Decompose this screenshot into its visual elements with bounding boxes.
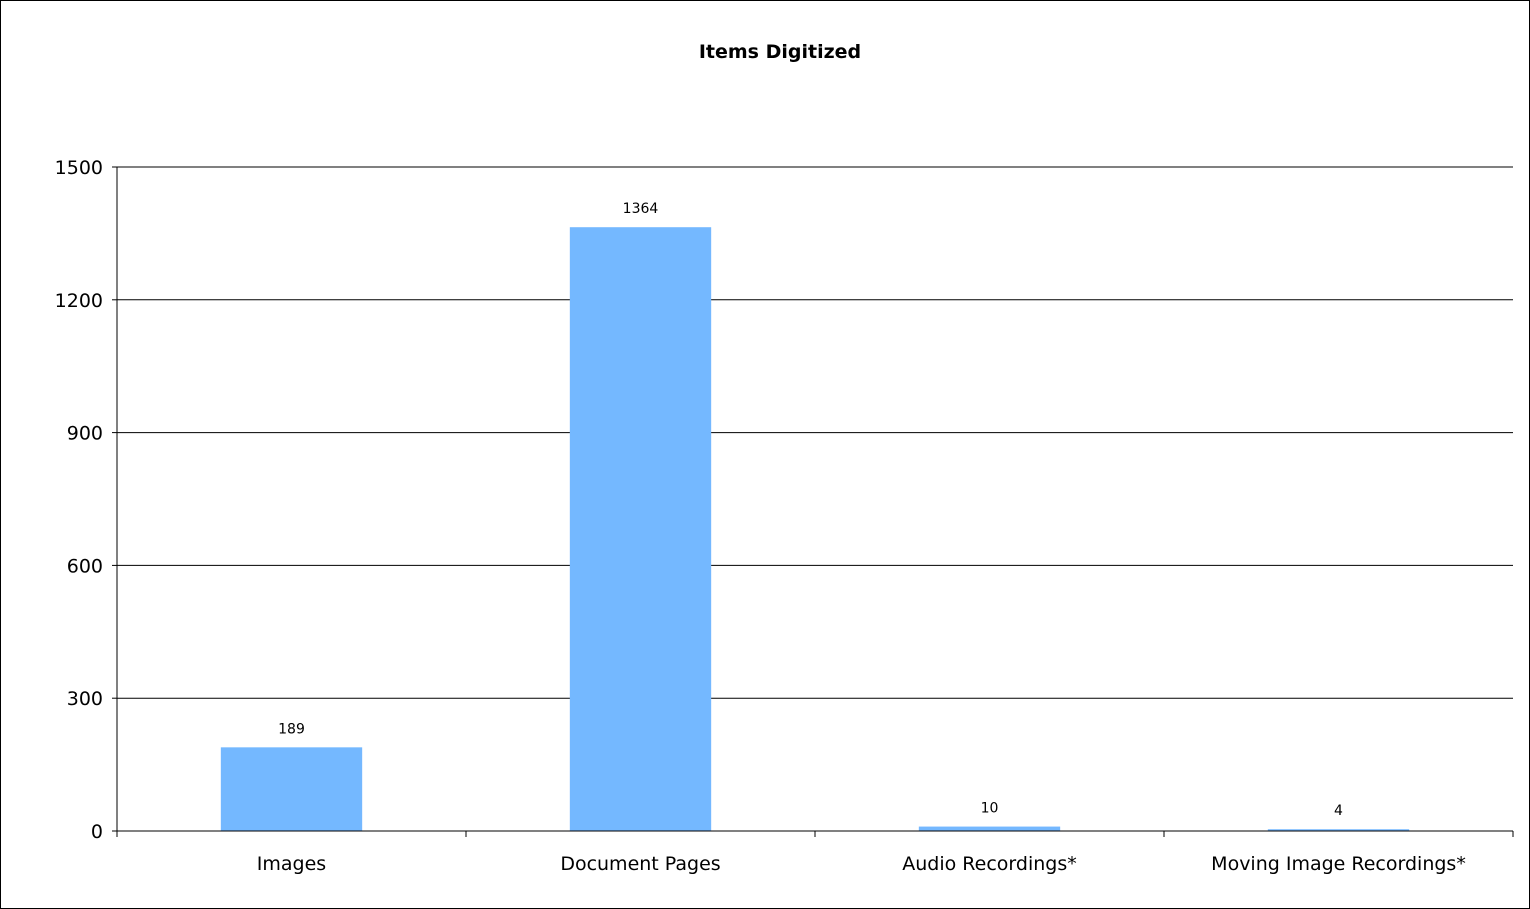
data-label: 4 xyxy=(1334,803,1343,819)
y-tick-label: 900 xyxy=(67,423,103,445)
bars xyxy=(220,227,1410,832)
y-tick-label: 600 xyxy=(67,555,103,577)
y-tick-label: 1500 xyxy=(55,157,103,179)
data-label: 1364 xyxy=(623,201,659,217)
y-tick-label: 1200 xyxy=(55,290,103,312)
x-category-label: Images xyxy=(257,853,326,875)
y-tick-label: 300 xyxy=(67,688,103,710)
y-tick-label: 0 xyxy=(91,821,103,843)
bar-audio-recordings xyxy=(918,826,1061,831)
chart-title: Items Digitized xyxy=(699,41,861,63)
x-category-label: Audio Recordings* xyxy=(902,853,1076,875)
data-label: 10 xyxy=(981,801,999,817)
bar-moving-image-recordings xyxy=(1267,829,1410,831)
bar-images xyxy=(220,747,363,831)
bar-document-pages xyxy=(569,227,712,832)
axes xyxy=(112,166,1514,837)
x-category-label: Document Pages xyxy=(560,853,720,875)
gridlines xyxy=(117,166,1513,699)
data-label: 189 xyxy=(278,721,305,737)
labels: 0 300 600 900 1200 1500 189 Images 1364 Document … xyxy=(55,157,1466,875)
x-category-label: Moving Image Recordings* xyxy=(1211,853,1466,875)
